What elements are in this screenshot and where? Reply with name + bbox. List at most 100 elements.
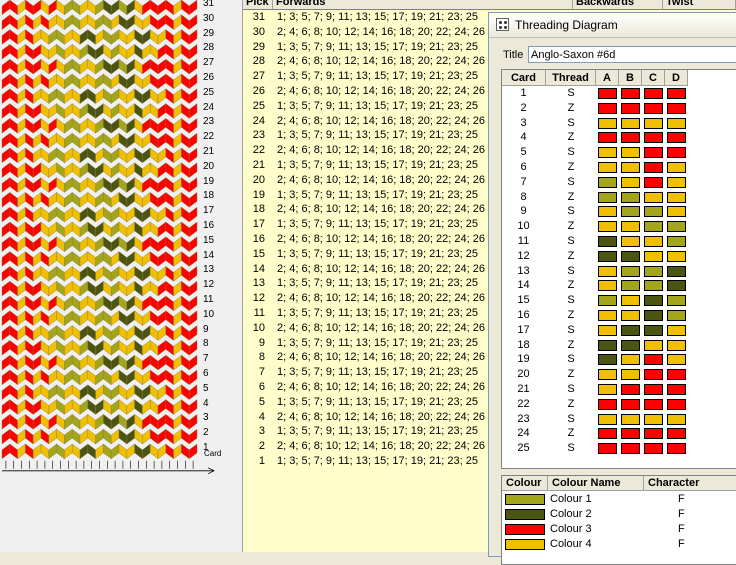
card-row[interactable]: 19 S [502, 352, 736, 367]
thread-direction[interactable]: S [567, 442, 575, 455]
hole-d-colour[interactable] [667, 236, 686, 247]
hole-b-colour[interactable] [621, 221, 640, 233]
header-hole-b[interactable]: B [619, 70, 642, 86]
hole-b-colour[interactable] [621, 443, 640, 455]
hole-c-colour[interactable] [644, 443, 663, 455]
hole-a-colour[interactable] [598, 443, 617, 455]
window-title-bar[interactable]: Threading Diagram [489, 13, 736, 38]
pick-row[interactable]: 2 2; 4; 6; 8; 10; 12; 14; 16; 18; 20; 22;… [243, 439, 736, 454]
hole-b-colour[interactable] [621, 369, 640, 381]
hole-a-colour[interactable] [598, 236, 617, 247]
hole-c-colour[interactable] [644, 384, 663, 395]
pick-row[interactable]: 28 2; 4; 6; 8; 10; 12; 14; 16; 18; 20; 22… [243, 54, 736, 69]
header-colour[interactable]: Colour [502, 476, 548, 491]
hole-d-colour[interactable] [667, 250, 686, 262]
card-row[interactable]: 11 S [502, 234, 736, 249]
pick-row[interactable]: 13 1; 3; 5; 7; 9; 11; 13; 15; 17; 19; 21;… [243, 276, 736, 291]
hole-d-colour[interactable] [667, 102, 686, 114]
pick-row[interactable]: 10 2; 4; 6; 8; 10; 12; 14; 16; 18; 20; 22… [243, 321, 736, 336]
card-row[interactable]: 13 S [502, 264, 736, 279]
hole-b-colour[interactable] [621, 265, 640, 277]
thread-direction[interactable]: Z [567, 309, 575, 321]
thread-direction[interactable]: S [567, 235, 575, 247]
hole-a-colour[interactable] [598, 176, 617, 188]
hole-a-colour[interactable] [598, 206, 617, 218]
pick-row[interactable]: 22 2; 4; 6; 8; 10; 12; 14; 16; 18; 20; 22… [243, 143, 736, 158]
hole-a-colour[interactable] [598, 310, 617, 321]
pick-row[interactable]: 29 1; 3; 5; 7; 9; 11; 13; 15; 17; 19; 21;… [243, 40, 736, 55]
card-row[interactable]: 21 S [502, 382, 736, 397]
hole-c-colour[interactable] [644, 206, 663, 218]
hole-d-colour[interactable] [667, 132, 686, 144]
header-pick[interactable]: Pick [243, 0, 273, 9]
pick-row[interactable]: 19 1; 3; 5; 7; 9; 11; 13; 15; 17; 19; 21;… [243, 188, 736, 203]
pick-row[interactable]: 26 2; 4; 6; 8; 10; 12; 14; 16; 18; 20; 22… [243, 84, 736, 99]
header-thread[interactable]: Thread [546, 70, 596, 86]
hole-b-colour[interactable] [621, 310, 640, 321]
pick-row[interactable]: 5 1; 3; 5; 7; 9; 11; 13; 15; 17; 19; 21; … [243, 395, 736, 410]
pick-row[interactable]: 8 2; 4; 6; 8; 10; 12; 14; 16; 18; 20; 22;… [243, 350, 736, 365]
hole-b-colour[interactable] [621, 354, 640, 366]
hole-d-colour[interactable] [667, 221, 686, 233]
hole-a-colour[interactable] [598, 413, 617, 425]
hole-d-colour[interactable] [667, 206, 686, 218]
colour-row[interactable]: Colour 2 F [502, 507, 736, 522]
card-row[interactable]: 24 Z [502, 426, 736, 441]
hole-c-colour[interactable] [644, 176, 663, 188]
pick-row[interactable]: 1 1; 3; 5; 7; 9; 11; 13; 15; 17; 19; 21; … [243, 454, 736, 469]
card-row[interactable]: 14 Z [502, 278, 736, 293]
hole-b-colour[interactable] [621, 250, 640, 262]
title-input[interactable] [528, 46, 736, 63]
hole-a-colour[interactable] [598, 191, 617, 203]
hole-c-colour[interactable] [644, 413, 663, 425]
hole-a-colour[interactable] [598, 280, 617, 292]
hole-b-colour[interactable] [621, 428, 640, 440]
thread-direction[interactable]: S [567, 87, 575, 99]
header-forwards[interactable]: Forwards [273, 0, 573, 9]
hole-c-colour[interactable] [644, 398, 663, 410]
card-row[interactable]: 18 Z [502, 338, 736, 353]
card-row[interactable]: 23 S [502, 412, 736, 427]
pick-row[interactable]: 4 2; 4; 6; 8; 10; 12; 14; 16; 18; 20; 22;… [243, 410, 736, 425]
hole-d-colour[interactable] [667, 384, 686, 395]
hole-a-colour[interactable] [598, 398, 617, 410]
hole-c-colour[interactable] [644, 324, 663, 336]
hole-c-colour[interactable] [644, 354, 663, 366]
hole-c-colour[interactable] [644, 280, 663, 292]
hole-c-colour[interactable] [644, 310, 663, 321]
colour-row[interactable]: Colour 3 F [502, 522, 736, 537]
hole-d-colour[interactable] [667, 147, 686, 159]
thread-direction[interactable]: Z [567, 190, 575, 203]
thread-direction[interactable]: S [567, 353, 575, 366]
hole-a-colour[interactable] [598, 295, 617, 307]
hole-c-colour[interactable] [644, 191, 663, 203]
header-card[interactable]: Card [502, 70, 546, 86]
thread-direction[interactable]: Z [567, 338, 575, 351]
hole-c-colour[interactable] [644, 147, 663, 159]
colour-row[interactable]: Colour 1 F [502, 492, 736, 507]
header-backwards[interactable]: Backwards [573, 0, 663, 9]
colour-swatch[interactable] [505, 509, 545, 520]
pick-row[interactable]: 27 1; 3; 5; 7; 9; 11; 13; 15; 17; 19; 21;… [243, 69, 736, 84]
hole-d-colour[interactable] [667, 398, 686, 410]
header-hole-d[interactable]: D [665, 70, 688, 86]
hole-a-colour[interactable] [598, 354, 617, 366]
thread-direction[interactable]: Z [567, 131, 575, 144]
pick-row[interactable]: 6 2; 4; 6; 8; 10; 12; 14; 16; 18; 20; 22;… [243, 380, 736, 395]
hole-b-colour[interactable] [621, 206, 640, 218]
thread-direction[interactable]: Z [567, 279, 575, 292]
header-hole-c[interactable]: C [642, 70, 665, 86]
pick-row[interactable]: 17 1; 3; 5; 7; 9; 11; 13; 15; 17; 19; 21;… [243, 217, 736, 232]
pick-row[interactable]: 25 1; 3; 5; 7; 9; 11; 13; 15; 17; 19; 21;… [243, 99, 736, 114]
header-hole-a[interactable]: A [596, 70, 619, 86]
thread-direction[interactable]: S [567, 175, 575, 188]
hole-d-colour[interactable] [667, 280, 686, 292]
thread-direction[interactable]: Z [567, 161, 575, 173]
thread-direction[interactable]: S [567, 146, 575, 159]
